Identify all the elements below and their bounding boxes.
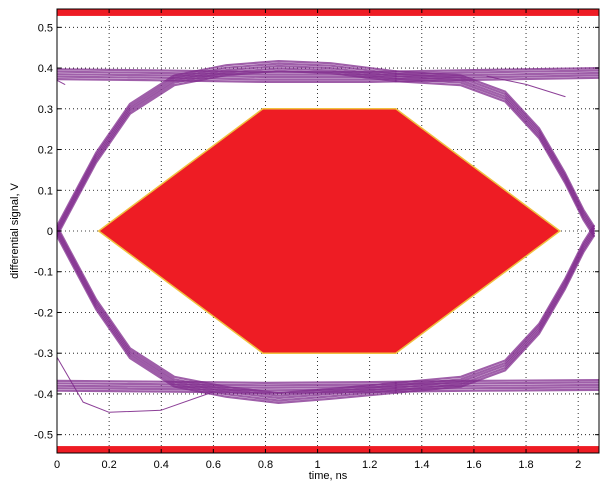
y-tick-label: -0.2 — [34, 307, 53, 319]
trace-line — [57, 227, 397, 397]
trace-line — [57, 381, 599, 387]
y-tick-label: 0.4 — [38, 63, 53, 75]
y-tick-label: -0.3 — [34, 348, 53, 360]
trace-line — [394, 70, 595, 228]
trace-line — [57, 79, 66, 85]
trace-line — [394, 225, 595, 384]
trace-line — [57, 60, 397, 228]
y-axis-label: differential signal, V — [9, 182, 21, 278]
trace-stray-upper — [57, 79, 66, 85]
lower-limit-band — [57, 446, 599, 453]
x-axis-label: time, ns — [309, 470, 348, 482]
trace-line — [57, 234, 397, 404]
trace-line — [394, 72, 595, 230]
upper-limit-band — [57, 9, 599, 16]
trace-line — [57, 232, 397, 402]
x-tick-label: 1.6 — [466, 459, 481, 471]
trace-line — [57, 69, 397, 237]
trace-falling-right — [394, 70, 595, 237]
trace-line — [57, 383, 599, 389]
trace-stray-lower — [57, 356, 214, 413]
trace-line — [57, 379, 599, 384]
trace-line — [57, 76, 599, 83]
trace-line — [57, 62, 397, 230]
trace-line — [57, 69, 599, 76]
trace-line — [394, 229, 595, 389]
eye-mask-layer — [97, 108, 562, 354]
trace-line — [57, 64, 397, 233]
x-tick-label: 1 — [315, 459, 321, 471]
axis-ticks: 0 0.2 0.4 0.6 0.8 1 1.2 1.4 1.6 1.8 2 0.5 0.4 0.3 0.2 0… — [34, 9, 599, 471]
x-tick-label: 0 — [54, 459, 60, 471]
trace-line — [57, 67, 397, 235]
x-tick-label: 1.4 — [414, 459, 429, 471]
x-tick-label: 0.8 — [258, 459, 273, 471]
trace-line — [57, 356, 214, 413]
x-tick-label: 0.4 — [154, 459, 169, 471]
y-tick-label: -0.1 — [34, 267, 53, 279]
trace-line — [394, 75, 595, 233]
y-tick-label: 0.3 — [38, 104, 53, 116]
x-tick-label: 2 — [575, 459, 581, 471]
trace-line — [394, 80, 595, 237]
trace-stray-right — [486, 75, 566, 98]
trace-line — [57, 225, 397, 395]
trace-line — [394, 77, 595, 235]
x-tick-label: 1.2 — [362, 459, 377, 471]
trace-rising-right — [394, 225, 595, 394]
y-tick-label: 0.5 — [38, 22, 53, 34]
x-tick-label: 0.2 — [101, 459, 116, 471]
trace-line — [57, 229, 397, 400]
y-tick-label: 0.1 — [38, 185, 53, 197]
signal-traces — [57, 60, 599, 413]
trace-falling-left — [57, 225, 397, 404]
eye-mask-hexagon — [97, 108, 562, 354]
y-tick-label: -0.5 — [34, 430, 53, 442]
trace-line — [57, 71, 599, 79]
trace-line — [486, 75, 566, 98]
y-tick-label: -0.4 — [34, 389, 53, 401]
trace-upper-rail — [57, 67, 599, 83]
y-tick-label: 0 — [47, 226, 53, 238]
y-tick-label: 0.2 — [38, 145, 53, 157]
trace-rising-left — [57, 60, 397, 237]
trace-line — [394, 234, 595, 394]
trace-line — [57, 74, 599, 81]
x-tick-label: 1.8 — [518, 459, 533, 471]
limit-bands — [57, 9, 599, 453]
x-tick-label: 0.6 — [206, 459, 221, 471]
